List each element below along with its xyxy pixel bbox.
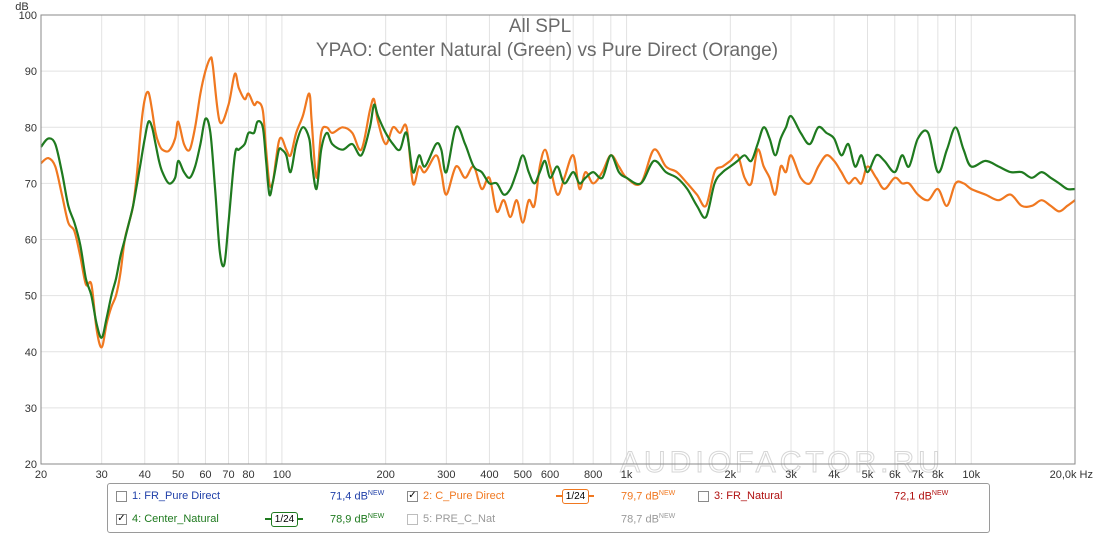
- y-axis-label: dB: [15, 1, 28, 13]
- x-tick-label: 100: [273, 469, 291, 480]
- y-tick-label: 20: [25, 459, 37, 471]
- x-tick-label: 60: [199, 469, 211, 480]
- x-tick-label: 4k: [828, 469, 840, 480]
- legend-value-fr-pure-direct: 71,4 dBNEW: [330, 490, 384, 503]
- x-tick-label: 20: [35, 469, 47, 480]
- legend-label-fr-natural: 3: FR_Natural: [714, 490, 783, 502]
- legend-label-c-pure-direct: 2: C_Pure Direct: [423, 490, 505, 502]
- x-tick-label: 80: [242, 469, 254, 480]
- smoothing-badge: 1/24: [271, 512, 298, 527]
- checkbox-pre-c-nat[interactable]: [407, 513, 418, 525]
- value-text: 78,9 dB: [330, 513, 368, 526]
- x-tick-label: 70: [222, 469, 234, 480]
- x-tick-label: 5k: [862, 469, 874, 480]
- smoothing-c-pure-direct[interactable]: 1/24: [556, 488, 594, 504]
- chart-title: All SPL: [509, 16, 571, 37]
- y-tick-label: 90: [25, 66, 37, 78]
- smoothing-badge: 1/24: [562, 489, 589, 504]
- legend-item-center-natural[interactable]: ✓ 4: Center_Natural: [116, 510, 219, 528]
- legend-panel: 1: FR_Pure Direct 71,4 dBNEW ✓ 2: C_Pure…: [107, 483, 990, 533]
- legend-item-c-pure-direct[interactable]: ✓ 2: C_Pure Direct: [407, 487, 504, 505]
- y-tick-labels: 20 30 40 50 60 70 80 90 100: [19, 10, 37, 471]
- x-tick-label: 6k: [889, 469, 901, 480]
- y-tick-label: 30: [25, 403, 37, 415]
- x-tick-label: 200: [376, 469, 394, 480]
- y-tick-label: 50: [25, 291, 37, 303]
- spl-chart: AUDIOFACTOR.RU All SPL YPAO: Center Natu…: [15, 1, 1093, 480]
- legend-value-pre-c-nat: 78,7 dBNEW: [621, 513, 675, 526]
- value-text: 79,7 dB: [621, 490, 659, 503]
- value-text: 71,4 dB: [330, 490, 368, 503]
- y-tick-label: 40: [25, 347, 37, 359]
- x-tick-label: 20,0k Hz: [1050, 469, 1093, 480]
- y-tick-label: 100: [19, 10, 37, 22]
- x-tick-label: 1k: [621, 469, 633, 480]
- checkbox-c-pure-direct[interactable]: ✓: [407, 490, 418, 502]
- new-badge: NEW: [367, 490, 385, 497]
- checkbox-fr-natural[interactable]: [698, 490, 709, 502]
- legend-label-pre-c-nat: 5: PRE_C_Nat: [423, 513, 496, 525]
- x-tick-label: 8k: [932, 469, 944, 480]
- series-line-center-natural: [40, 103, 1076, 339]
- x-tick-label: 40: [139, 469, 151, 480]
- legend-value-c-pure-direct: 79,7 dBNEW: [621, 490, 675, 503]
- x-tick-label: 600: [541, 469, 559, 480]
- x-tick-label: 7k: [912, 469, 924, 480]
- y-tick-label: 80: [25, 122, 37, 134]
- plot-lines: [40, 56, 1076, 349]
- y-tick-label: 70: [25, 178, 37, 190]
- plot-frame: [40, 14, 1076, 465]
- legend-item-fr-natural[interactable]: 3: FR_Natural: [698, 487, 782, 505]
- legend-label-fr-pure-direct: 1: FR_Pure Direct: [132, 490, 221, 502]
- x-tick-label: 500: [514, 469, 532, 480]
- x-tick-label: 50: [172, 469, 184, 480]
- new-badge: NEW: [931, 490, 949, 497]
- x-tick-label: 400: [480, 469, 498, 480]
- checkbox-center-natural[interactable]: ✓: [116, 513, 127, 525]
- chart-grid: [40, 14, 1076, 465]
- watermark: AUDIOFACTOR.RU: [620, 446, 944, 479]
- y-tick-label: 60: [25, 235, 37, 247]
- checkbox-fr-pure-direct[interactable]: [116, 490, 127, 502]
- x-tick-label: 10k: [962, 469, 980, 480]
- legend-label-center-natural: 4: Center_Natural: [132, 513, 219, 525]
- x-tick-label: 30: [96, 469, 108, 480]
- series-line-c-pure-direct: [40, 56, 1076, 349]
- new-badge: NEW: [658, 490, 676, 497]
- x-tick-label: 800: [584, 469, 602, 480]
- legend-value-center-natural: 78,9 dBNEW: [330, 513, 384, 526]
- x-tick-label: 300: [437, 469, 455, 480]
- smoothing-center-natural[interactable]: 1/24: [265, 511, 303, 527]
- legend-value-fr-natural: 72,1 dBNEW: [894, 490, 948, 503]
- value-text: 78,7 dB: [621, 513, 659, 526]
- legend-item-fr-pure-direct[interactable]: 1: FR_Pure Direct: [116, 487, 220, 505]
- x-tick-label: 3k: [785, 469, 797, 480]
- new-badge: NEW: [367, 513, 385, 520]
- legend-item-pre-c-nat[interactable]: 5: PRE_C_Nat: [407, 510, 495, 528]
- value-text: 72,1 dB: [894, 490, 932, 503]
- x-tick-label: 2k: [725, 469, 737, 480]
- chart-subtitle: YPAO: Center Natural (Green) vs Pure Dir…: [316, 40, 778, 61]
- x-tick-labels: 20 30 40 50 60 70 80 100 200 300 400 500 600 800 1k 2k 3…: [35, 469, 1093, 480]
- new-badge: NEW: [658, 513, 676, 520]
